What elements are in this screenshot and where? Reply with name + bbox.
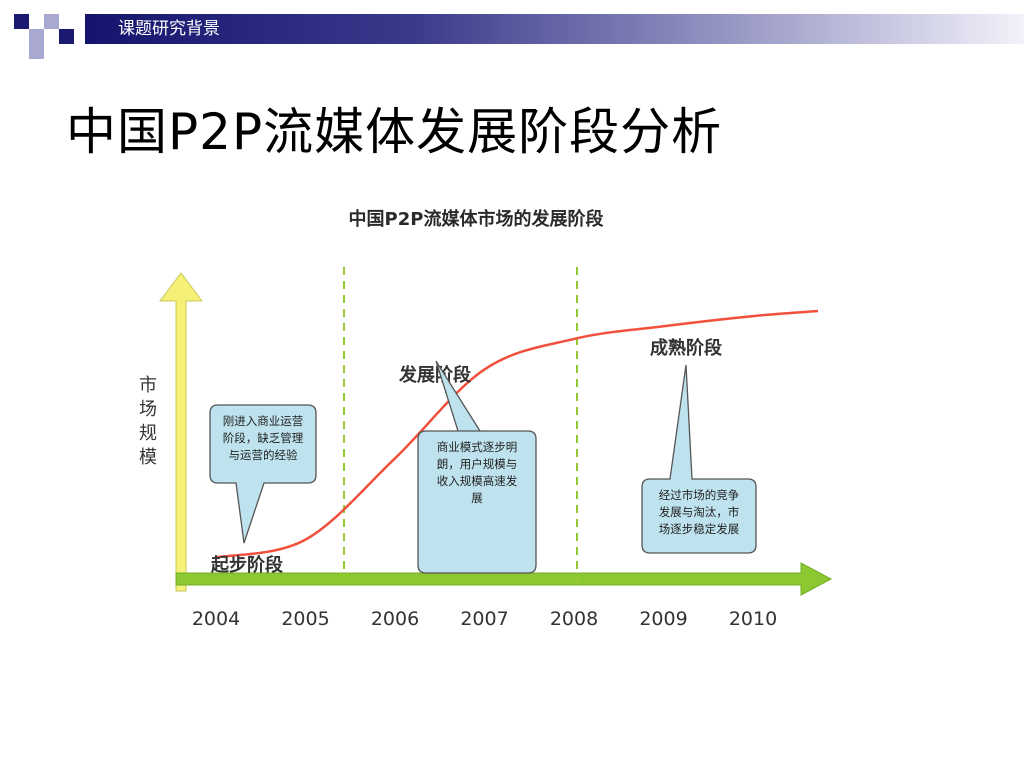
y-axis-label-char: 模 — [139, 447, 157, 468]
callout-1-bubble — [209, 404, 317, 544]
callout-3-line: 发展与淘汰，市 — [659, 505, 740, 519]
section-label: 课题研究背景 — [118, 19, 220, 39]
header-square-2 — [29, 29, 44, 44]
x-tick-label-2008: 2008 — [550, 608, 598, 630]
callout-3-line: 场逐步稳定发展 — [659, 522, 740, 536]
stage-label-mature: 成熟阶段 — [650, 337, 723, 359]
x-tick-label-2007: 2007 — [460, 608, 508, 630]
callout-2-line: 商业模式逐步明 — [437, 440, 518, 454]
callout-1-line: 与运营的经验 — [229, 448, 298, 462]
x-axis-arrow — [175, 562, 833, 596]
header-square-4 — [59, 29, 74, 44]
y-axis-label-char: 市 — [139, 375, 157, 396]
callout-2-line: 展 — [471, 491, 483, 505]
figure-title: 中国P2P流媒体市场的发展阶段 — [349, 208, 605, 230]
callout-2-bubble — [417, 360, 537, 574]
header-bar — [85, 14, 1024, 44]
stage-label-start: 起步阶段 — [210, 554, 284, 576]
stage-diagram: 中国P2P流媒体市场的发展阶段 市场规模 2004 2005 2006 2007 200… — [136, 193, 836, 635]
x-tick-label-2004: 2004 — [192, 608, 240, 630]
callout-1-line: 阶段，缺乏管理 — [223, 431, 304, 445]
callout-3-bubble — [641, 364, 757, 554]
slide-title: 中国P2P流媒体发展阶段分析 — [66, 103, 723, 161]
y-axis-label-char: 场 — [139, 399, 157, 420]
callout-2-line: 朗，用户规模与 — [437, 457, 518, 471]
header-square-5 — [29, 44, 44, 59]
y-axis-label-char: 规 — [139, 423, 157, 444]
growth-curve — [215, 309, 819, 559]
header-square-1 — [14, 14, 29, 29]
callout-2-line: 收入规模高速发 — [437, 474, 518, 488]
callout-3-line: 经过市场的竞争 — [659, 488, 740, 502]
x-tick-label-2005: 2005 — [281, 608, 329, 630]
y-axis-arrow — [159, 272, 203, 592]
x-tick-label-2010: 2010 — [729, 608, 777, 630]
x-tick-label-2009: 2009 — [639, 608, 687, 630]
header-square-3 — [44, 14, 59, 29]
callout-1-line: 刚进入商业运营 — [223, 414, 304, 428]
stage-label-growth: 发展阶段 — [398, 364, 472, 386]
x-tick-label-2006: 2006 — [371, 608, 419, 630]
